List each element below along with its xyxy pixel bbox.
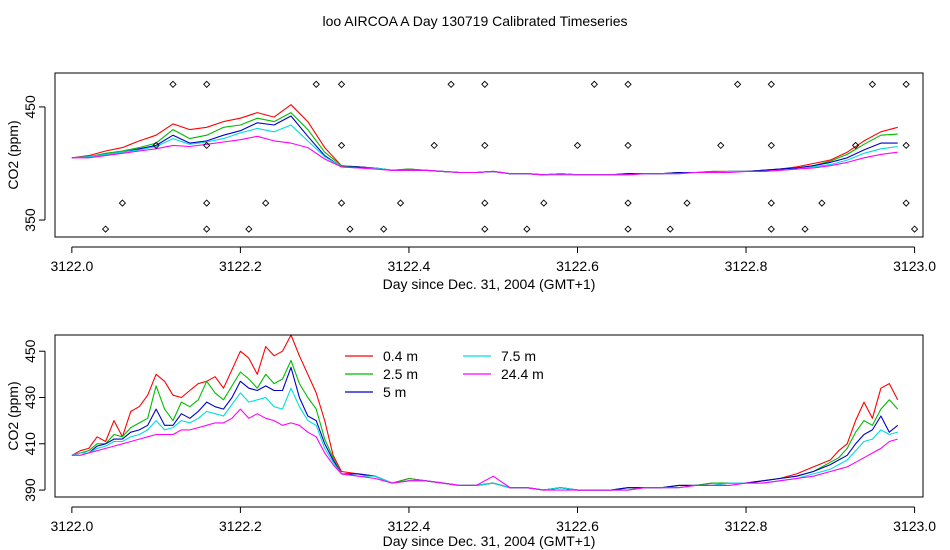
data-point-marker (733, 80, 742, 88)
data-point-marker (902, 80, 910, 88)
data-point-marker (767, 225, 775, 233)
data-point-marker (396, 199, 405, 207)
data-point-marker (262, 199, 270, 207)
data-point-marker (118, 199, 127, 207)
data-point-marker (818, 199, 826, 207)
bottom-chart-panel: 3122.0 3122.2 3122.4 3122.6 3122.8 3123.0 Day … (5, 334, 936, 549)
legend-label: 0.4 m (383, 348, 418, 364)
data-point-marker (902, 141, 910, 150)
x-tick-label: 3122.2 (219, 518, 262, 534)
top-chart-panel: 3122.0 3122.2 3122.4 3122.6 3122.8 3123.0 Day … (5, 72, 936, 292)
series-line-0-4-m (71, 334, 899, 491)
series-line-4 (71, 135, 898, 176)
data-point-marker (590, 80, 598, 88)
series-line-2-5-m (71, 359, 899, 491)
data-point-marker (337, 141, 346, 150)
data-point-marker (481, 199, 489, 207)
legend-label: 2.5 m (383, 366, 418, 382)
data-point-marker (101, 225, 110, 233)
data-point-marker (203, 141, 211, 150)
data-point-marker (481, 80, 489, 88)
data-point-marker (624, 141, 632, 150)
y-tick-label: 430 (22, 386, 38, 410)
data-point-marker (337, 199, 346, 207)
data-point-marker (767, 141, 775, 150)
data-point-marker (169, 80, 177, 88)
data-point-marker (380, 225, 388, 233)
series-line-3 (71, 124, 898, 176)
data-point-marker (624, 199, 632, 207)
data-point-marker (312, 80, 320, 88)
x-tick-label: 3122.4 (388, 258, 431, 274)
data-point-marker (203, 199, 211, 207)
data-point-marker (902, 199, 910, 207)
figure-title: loo AIRCOA A Day 130719 Calibrated Times… (322, 13, 627, 29)
y-tick-label: 450 (22, 95, 38, 119)
data-point-marker (245, 225, 253, 233)
data-point-marker (801, 225, 809, 233)
data-point-marker (481, 225, 489, 233)
data-point-marker (203, 80, 211, 88)
data-point-marker (624, 80, 632, 88)
x-axis-label: Day since Dec. 31, 2004 (GMT+1) (383, 276, 596, 292)
data-point-marker (481, 141, 489, 150)
data-point-marker (683, 199, 691, 207)
data-point-marker (337, 80, 346, 88)
data-point-marker (447, 80, 455, 88)
x-tick-label: 3123.0 (893, 518, 936, 534)
x-tick-label: 3122.0 (50, 518, 93, 534)
x-tick-label: 3122.6 (556, 518, 599, 534)
data-point-marker (540, 199, 548, 207)
legend-label: 5 m (383, 384, 406, 400)
data-point-marker (666, 225, 674, 233)
series-line-0 (71, 104, 898, 176)
data-point-marker (717, 141, 725, 150)
data-point-marker (152, 141, 160, 150)
y-tick-label: 350 (22, 208, 38, 232)
x-tick-label: 3122.8 (725, 518, 768, 534)
data-point-marker (523, 225, 531, 233)
data-point-marker (346, 225, 354, 233)
series-line-7-5-m (71, 387, 898, 491)
x-tick-label: 3122.2 (219, 258, 262, 274)
y-tick-label: 410 (22, 432, 38, 456)
y-tick-label: 390 (22, 478, 38, 502)
x-axis-label: Day since Dec. 31, 2004 (GMT+1) (383, 533, 596, 549)
x-tick-label: 3122.6 (556, 258, 599, 274)
data-point-marker (624, 225, 632, 233)
x-tick-label: 3122.0 (50, 258, 93, 274)
y-tick-label: 450 (22, 339, 38, 363)
data-point-marker (203, 225, 211, 233)
y-axis-label: CO2 (ppm) (5, 120, 21, 189)
legend-label: 7.5 m (501, 348, 536, 364)
data-point-marker (767, 80, 775, 88)
data-point-marker (851, 141, 860, 150)
x-tick-label: 3122.8 (725, 258, 768, 274)
x-tick-label: 3122.4 (388, 518, 431, 534)
data-point-marker (910, 225, 919, 233)
legend-label: 24.4 m (501, 366, 544, 382)
data-point-marker (573, 141, 582, 150)
data-point-marker (767, 199, 775, 207)
y-axis-label: CO2 (ppm) (5, 381, 21, 450)
plot-frame (54, 334, 924, 498)
data-point-marker (868, 80, 877, 88)
data-point-marker (430, 141, 438, 150)
series-line-24-4-m (71, 408, 898, 491)
x-tick-label: 3123.0 (893, 258, 936, 274)
plot-frame (54, 72, 924, 238)
